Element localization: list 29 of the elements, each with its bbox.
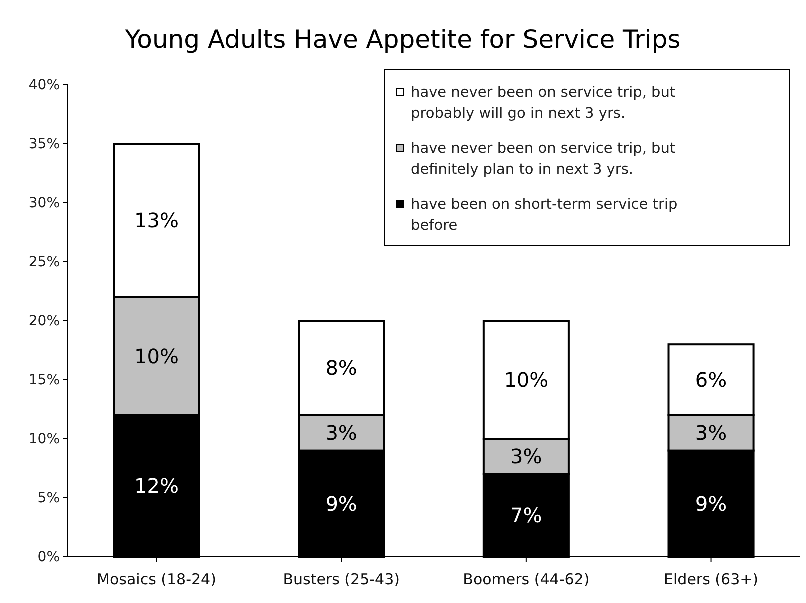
y-tick-label: 20% xyxy=(28,313,60,330)
y-tick-label: 40% xyxy=(28,77,60,94)
data-label: 7% xyxy=(510,504,542,528)
chart-title: Young Adults Have Appetite for Service Trips xyxy=(124,25,681,54)
data-label: 3% xyxy=(326,421,358,446)
data-label: 10% xyxy=(504,368,549,392)
legend-label: have never been on service trip, but definitely plan to in next 3 yrs. xyxy=(411,141,676,178)
y-tick-label: 0% xyxy=(38,549,60,566)
data-label: 10% xyxy=(134,344,179,368)
data-label: 9% xyxy=(695,492,728,516)
x-tick-label: Busters (25-43) xyxy=(283,570,400,588)
data-label: 6% xyxy=(695,368,728,392)
x-tick-label: Mosaics (18-24) xyxy=(97,570,216,588)
y-tick-label: 5% xyxy=(38,490,60,506)
data-label: 3% xyxy=(510,444,542,469)
legend-label: have never been on service trip, but probably will go in next 3 yrs. xyxy=(411,85,676,122)
x-tick-label: Elders (63+) xyxy=(664,570,759,588)
y-tick-label: 25% xyxy=(28,254,60,270)
y-tick-label: 30% xyxy=(28,195,60,212)
data-label: 9% xyxy=(326,492,358,516)
data-label: 3% xyxy=(695,421,728,446)
x-tick-label: Boomers (44-62) xyxy=(463,570,590,588)
y-tick-label: 35% xyxy=(28,136,60,152)
y-tick-label: 10% xyxy=(28,431,60,448)
y-tick-label: 15% xyxy=(28,372,60,388)
data-label: 8% xyxy=(326,356,358,380)
data-label: 13% xyxy=(134,208,179,233)
data-label: 12% xyxy=(134,474,179,498)
legend-label: have been on short-term service trip before xyxy=(411,197,678,234)
